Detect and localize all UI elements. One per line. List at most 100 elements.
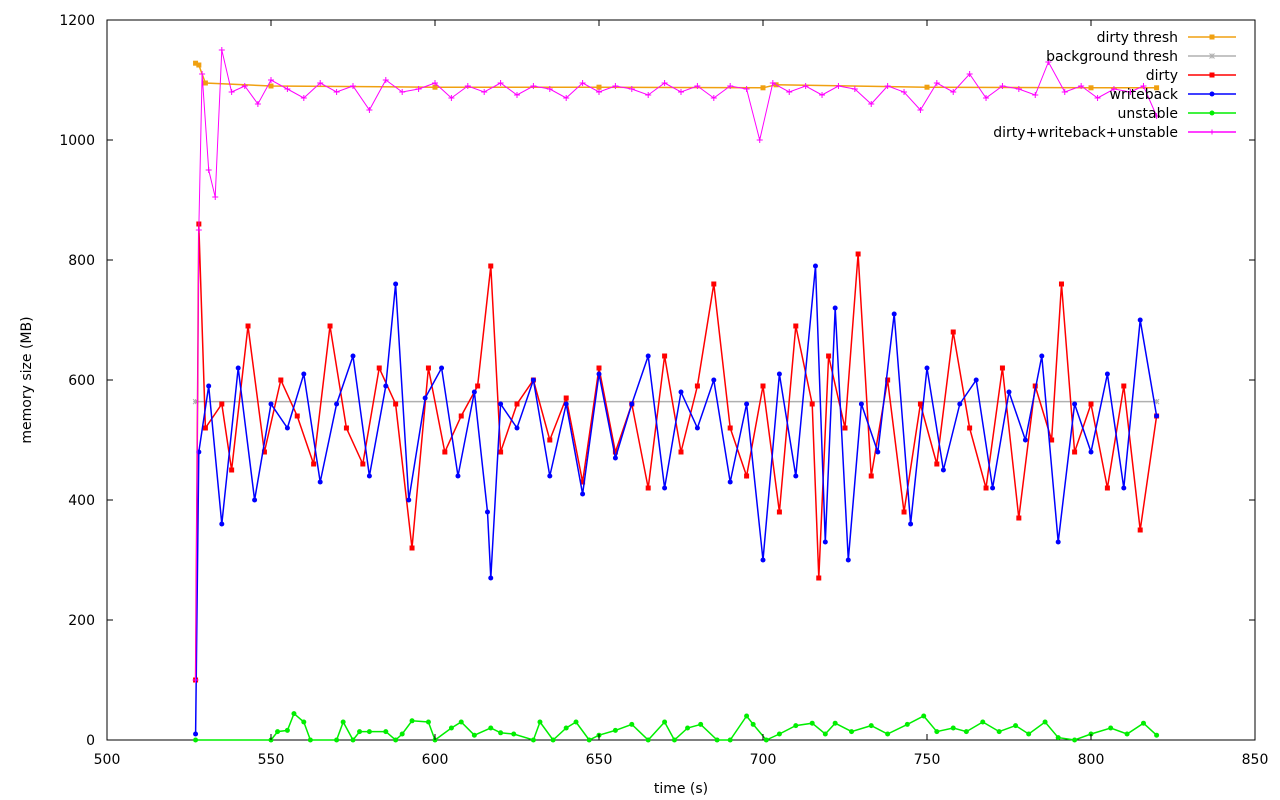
data-point [596, 365, 602, 371]
data-point [875, 449, 881, 455]
data-point [710, 95, 717, 101]
y-tick-label: 0 [86, 733, 95, 749]
data-point [629, 401, 635, 407]
data-point [202, 80, 208, 86]
data-point [202, 425, 208, 431]
data-point [793, 723, 799, 729]
data-point [196, 62, 202, 68]
data-point [596, 89, 602, 95]
data-point [990, 485, 996, 491]
data-point [678, 449, 684, 455]
data-point [563, 95, 570, 101]
data-point [360, 461, 366, 467]
series-dirty-thresh [193, 60, 1160, 91]
data-point [826, 353, 832, 359]
data-point [481, 89, 488, 95]
data-point [662, 485, 668, 491]
data-point [448, 725, 454, 731]
data-point [254, 101, 261, 107]
data-point [596, 84, 602, 90]
data-point [268, 401, 274, 407]
data-point [816, 575, 822, 581]
data-point [727, 737, 733, 743]
data-point [1039, 353, 1045, 359]
data-point [1055, 539, 1061, 545]
data-point [950, 89, 957, 95]
data-point [851, 86, 858, 92]
data-point [278, 377, 284, 383]
data-point [1137, 317, 1143, 323]
data-point [1072, 737, 1078, 743]
data-point [422, 395, 428, 401]
data-point [193, 737, 199, 743]
data-point [1015, 86, 1022, 92]
data-point [1104, 485, 1110, 491]
data-point [195, 227, 202, 233]
data-point [455, 473, 461, 479]
data-point [192, 677, 199, 683]
series-writeback [193, 263, 1160, 737]
data-point [311, 461, 317, 467]
data-point [711, 377, 717, 383]
data-point [439, 365, 445, 371]
data-point [376, 365, 382, 371]
data-point [357, 729, 363, 735]
data-point [458, 413, 464, 419]
data-point [714, 737, 720, 743]
data-point [1045, 59, 1052, 65]
y-tick-label: 1000 [59, 133, 95, 149]
data-point [1209, 91, 1215, 97]
data-point [884, 83, 891, 89]
data-point [1127, 89, 1134, 95]
data-point [793, 323, 799, 329]
data-point [498, 449, 504, 455]
data-point [628, 86, 635, 92]
data-point [530, 737, 536, 743]
data-point [901, 89, 908, 95]
data-point [383, 383, 389, 389]
data-point [327, 323, 333, 329]
data-point [205, 167, 212, 173]
y-tick-label: 800 [68, 253, 95, 269]
data-point [579, 80, 586, 86]
data-point [317, 479, 323, 485]
data-point [268, 83, 274, 89]
data-point [645, 353, 651, 359]
data-point [776, 731, 782, 737]
data-point [199, 71, 206, 77]
x-tick-label: 600 [422, 752, 449, 768]
data-point [399, 731, 405, 737]
data-point [802, 83, 809, 89]
data-point [1072, 449, 1078, 455]
data-point [464, 83, 471, 89]
data-point [1209, 34, 1215, 40]
data-point [432, 80, 438, 86]
data-point [1121, 485, 1127, 491]
legend-label: dirty thresh [1097, 30, 1178, 46]
data-point [917, 401, 923, 407]
legend-label: writeback [1110, 87, 1179, 103]
data-point [891, 311, 897, 317]
data-point [192, 398, 199, 405]
data-point [563, 395, 569, 401]
series-line [195, 62, 1157, 89]
data-point [393, 737, 399, 743]
data-point [645, 92, 652, 98]
data-point [917, 107, 924, 113]
data-point [1016, 515, 1022, 521]
data-point [835, 83, 842, 89]
y-tick-label: 1200 [59, 13, 95, 29]
data-point [1140, 83, 1147, 89]
data-point [261, 449, 267, 455]
legend: dirty thresh background thresh dirty writeb… [993, 30, 1236, 141]
data-point [924, 365, 930, 371]
data-point [1153, 398, 1160, 405]
data-point [750, 721, 756, 727]
data-point [1154, 413, 1160, 419]
data-point [957, 401, 963, 407]
data-point [415, 86, 422, 92]
data-point [760, 85, 766, 91]
data-point [1032, 92, 1039, 98]
x-tick-label: 650 [586, 752, 613, 768]
